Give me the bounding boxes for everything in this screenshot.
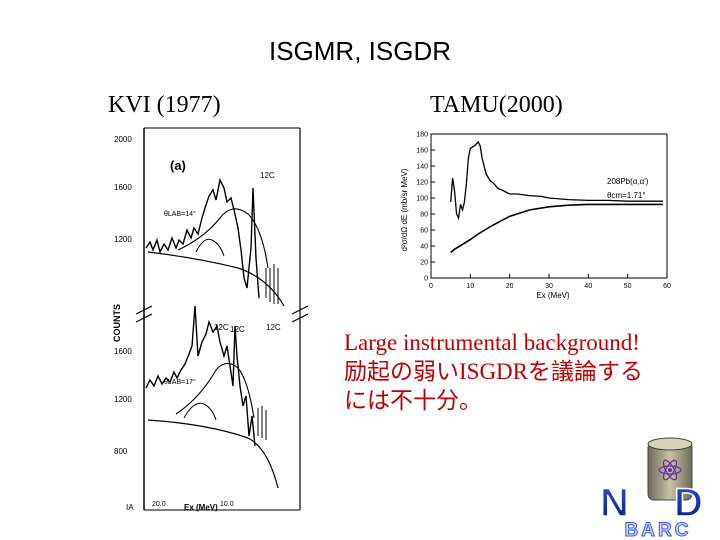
kvi-ytick: 1600 <box>114 347 132 356</box>
tamu-xlabel: Ex (MeV) <box>536 291 570 300</box>
tamu-xtick-label: 0 <box>429 283 433 290</box>
tamu-ytick-label: 40 <box>420 244 428 251</box>
kvi-ytick: 2000 <box>114 135 132 144</box>
kvi-corner-label: IA <box>126 503 134 512</box>
tamu-chart: 0 10 20 30 40 50 60 0 20 40 60 80 100 120 140 160 180 20… <box>395 128 685 300</box>
tamu-ytick-label: 180 <box>416 132 428 139</box>
kvi-ylabel: COUNTS <box>112 304 122 342</box>
kvi-ytick: 1200 <box>114 235 132 244</box>
kvi-angle-upper: θLAB=14° <box>164 210 196 218</box>
kvi-c12-label: 12C <box>266 323 281 332</box>
tamu-series-line-1 <box>450 140 664 221</box>
kvi-c12-label: 12C <box>214 323 229 332</box>
tamu-xtick-label: 20 <box>506 283 514 290</box>
logo-text: BARC <box>625 520 692 538</box>
kvi-ytick: 800 <box>114 447 128 456</box>
tamu-xtick-label: 40 <box>584 283 592 290</box>
tamu-ytick-label: 0 <box>424 276 428 283</box>
tamu-label: TAMU(2000) <box>430 92 563 118</box>
note-text: Large instrumental background! 励起の弱いISGD… <box>344 328 714 415</box>
tamu-ytick-label: 120 <box>416 180 428 187</box>
kvi-ytick: 1600 <box>114 183 132 192</box>
atom-icon <box>658 459 682 481</box>
tamu-annotation: 208Pb(α,α') <box>607 177 649 186</box>
tamu-xtick-label: 50 <box>624 283 632 290</box>
logo-letter-n: N <box>600 481 629 525</box>
slide-title: ISGMR, ISGDR <box>268 36 451 66</box>
tamu-ytick-label: 100 <box>416 196 428 203</box>
kvi-c12-label: 12C <box>230 325 245 334</box>
tamu-xtick-label: 10 <box>466 283 474 290</box>
tamu-series-line-2 <box>450 203 664 254</box>
tamu-xtick-label: 30 <box>545 283 553 290</box>
tamu-ytick-label: 60 <box>420 228 428 235</box>
tamu-annotation: θcm=1.71° <box>607 191 646 200</box>
tamu-ylabel: d²σ/dΩ dE (mb/sr MeV) <box>400 168 409 251</box>
tamu-ytick-label: 140 <box>416 164 428 171</box>
kvi-xlabel: Ex (MeV) <box>184 503 218 512</box>
kvi-ytick: 1200 <box>114 395 132 404</box>
tamu-ytick-label: 80 <box>420 212 428 219</box>
kvi-panel-label: (a) <box>170 158 186 173</box>
kvi-angle-lower: θLAB=17° <box>164 378 196 386</box>
note-line: 励起の弱いISGDRを議論する <box>344 359 644 384</box>
kvi-figure: 2000 1600 1200 1600 1200 800 COUNTS (a) … <box>108 118 308 518</box>
note-line: Large instrumental background! <box>344 330 640 355</box>
kvi-xtick: 10.0 <box>220 501 234 508</box>
kvi-c12-label: 12C <box>260 171 275 180</box>
tamu-xtick-label: 60 <box>663 283 671 290</box>
logo-letter-d: D <box>674 481 703 525</box>
tamu-ytick-label: 160 <box>416 148 428 155</box>
barc-logo: N D BARC <box>599 437 704 538</box>
tamu-ytick-label: 20 <box>420 260 428 267</box>
kvi-xtick: 20.0 <box>152 501 166 508</box>
kvi-label: KVI (1977) <box>108 92 221 118</box>
note-line: には不十分。 <box>344 388 482 413</box>
